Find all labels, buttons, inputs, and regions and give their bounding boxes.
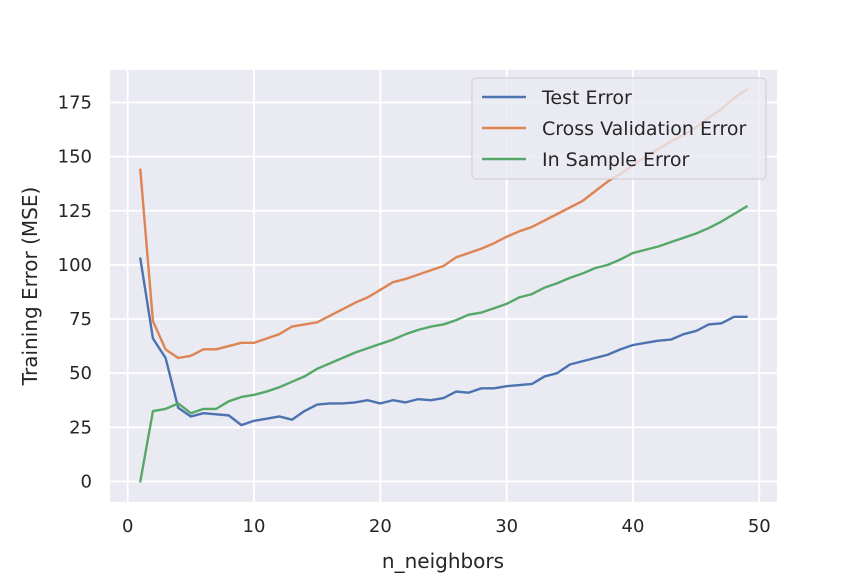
x-tick-labels: 0 10 20 30 40 50 bbox=[122, 516, 771, 537]
x-tick-label: 50 bbox=[748, 516, 771, 537]
legend-label-1: Test Error bbox=[541, 87, 632, 109]
y-tick-label: 0 bbox=[81, 471, 92, 492]
series-line-3 bbox=[139, 205, 748, 483]
y-tick-label: 125 bbox=[58, 201, 92, 222]
y-axis-label: Training Error (MSE) bbox=[18, 187, 42, 387]
y-tick-label: 50 bbox=[69, 363, 92, 384]
legend: Test Error Cross Validation Error In Sampl… bbox=[471, 77, 767, 180]
legend-label-2: Cross Validation Error bbox=[542, 118, 746, 140]
y-tick-labels: 0 25 50 75 100 125 150 175 bbox=[58, 92, 92, 492]
x-tick-label: 40 bbox=[622, 516, 645, 537]
x-tick-label: 0 bbox=[122, 516, 133, 537]
y-tick-label: 175 bbox=[58, 92, 92, 113]
x-axis-label: n_neighbors bbox=[382, 549, 504, 573]
legend-label-3: In Sample Error bbox=[542, 149, 689, 171]
y-tick-label: 100 bbox=[58, 255, 92, 276]
y-tick-label: 150 bbox=[58, 147, 92, 168]
x-tick-label: 30 bbox=[495, 516, 518, 537]
x-tick-label: 10 bbox=[243, 516, 266, 537]
series-line-1 bbox=[139, 257, 748, 427]
x-tick-label: 20 bbox=[369, 516, 392, 537]
legend-box bbox=[471, 77, 767, 180]
y-tick-label: 75 bbox=[69, 309, 92, 330]
y-tick-label: 25 bbox=[69, 417, 92, 438]
